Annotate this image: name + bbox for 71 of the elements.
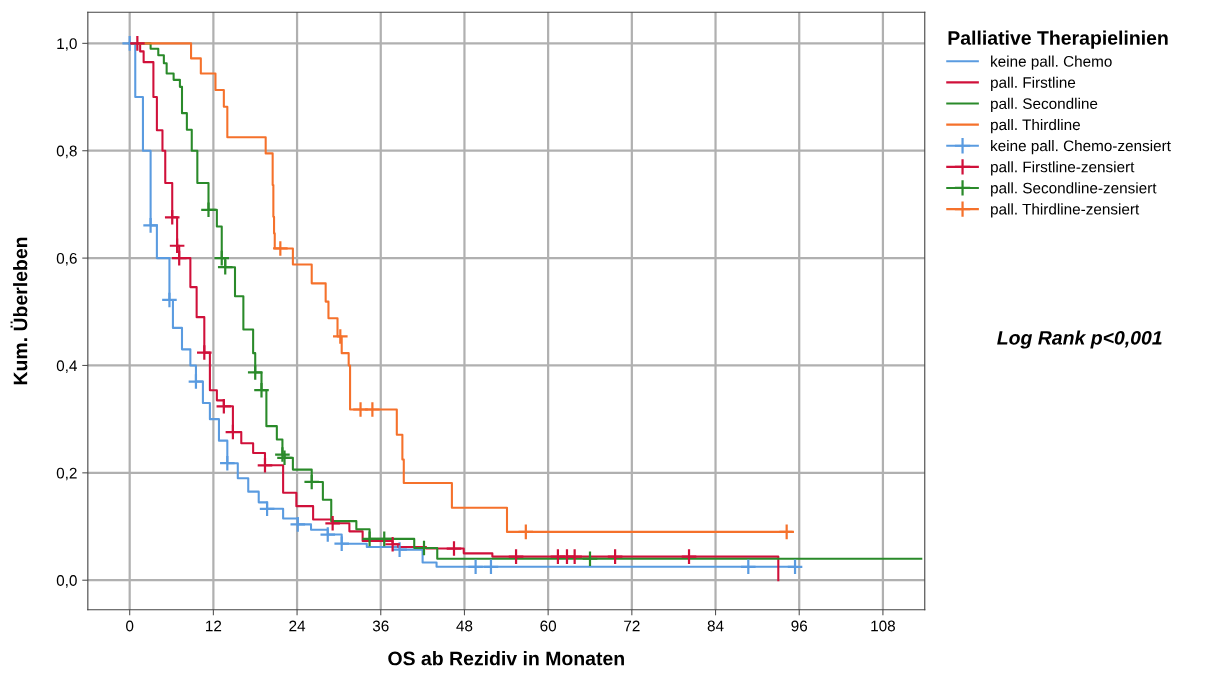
legend-label: pall. Firstline-zensiert bbox=[991, 161, 1135, 176]
text: Log Rank p<0,001 bbox=[997, 330, 1162, 349]
x-tick-label: 48 bbox=[456, 620, 473, 632]
y-tick-label: 0,4 bbox=[56, 360, 77, 373]
point bbox=[289, 515, 307, 533]
point bbox=[581, 550, 599, 568]
point bbox=[324, 514, 342, 532]
point bbox=[606, 548, 624, 565]
point bbox=[375, 530, 393, 548]
point bbox=[168, 237, 186, 255]
legend-label: keine pall. Chemo bbox=[991, 55, 1112, 70]
point bbox=[161, 291, 178, 309]
point bbox=[364, 401, 381, 418]
legend-label: pall. Secondline-zensiert bbox=[991, 182, 1157, 197]
point bbox=[467, 558, 485, 576]
legend-label: pall. Firstline bbox=[991, 76, 1076, 91]
point bbox=[778, 523, 796, 541]
point bbox=[566, 548, 584, 565]
y-tick-label: 0,0 bbox=[56, 575, 77, 588]
legend-label: pall. Thirdline-zensiert bbox=[991, 203, 1140, 218]
point bbox=[218, 454, 236, 472]
y-axis-title: Kum. Überleben bbox=[10, 237, 28, 385]
point bbox=[187, 373, 205, 390]
point bbox=[680, 548, 698, 565]
x-axis-title: OS ab Rezidiv in Monaten bbox=[388, 651, 624, 666]
point bbox=[163, 208, 181, 226]
point bbox=[361, 530, 378, 548]
point bbox=[142, 216, 159, 234]
point bbox=[200, 201, 217, 219]
point bbox=[507, 548, 525, 565]
point bbox=[517, 523, 535, 541]
point bbox=[482, 558, 500, 576]
point bbox=[224, 423, 242, 441]
legend-label: keine pall. Chemo-zensiert bbox=[991, 140, 1171, 155]
point bbox=[333, 535, 351, 553]
x-tick-label: 108 bbox=[871, 620, 895, 632]
point bbox=[786, 558, 804, 576]
point bbox=[391, 541, 408, 559]
x-tick-label: 24 bbox=[289, 620, 306, 632]
point bbox=[213, 249, 231, 267]
point bbox=[253, 381, 270, 399]
point bbox=[256, 456, 274, 474]
point bbox=[739, 558, 757, 576]
point bbox=[271, 240, 289, 257]
x-tick-label: 12 bbox=[206, 620, 222, 632]
point bbox=[445, 540, 463, 557]
point bbox=[303, 473, 321, 491]
point bbox=[276, 449, 293, 467]
y-tick-label: 0,6 bbox=[56, 252, 77, 266]
point bbox=[215, 397, 233, 415]
legend-title: Palliative Therapielinien bbox=[948, 30, 1168, 49]
y-tick-label: 1,0 bbox=[57, 38, 77, 51]
point bbox=[274, 446, 291, 463]
x-tick-label: 72 bbox=[624, 620, 640, 632]
point bbox=[170, 249, 188, 267]
point bbox=[331, 328, 349, 345]
x-tick-label: 84 bbox=[707, 620, 724, 632]
x-tick-label: 60 bbox=[540, 620, 557, 632]
x-tick-label: 36 bbox=[372, 620, 389, 632]
point bbox=[195, 344, 213, 361]
y-tick-label: 0,8 bbox=[56, 145, 77, 159]
point bbox=[384, 535, 402, 553]
legend-label: pall. Thirdline bbox=[991, 118, 1080, 134]
x-tick-label: 96 bbox=[791, 620, 808, 632]
x-tick-label: 0 bbox=[126, 620, 134, 632]
y-tick-label: 0,2 bbox=[56, 467, 77, 481]
point bbox=[216, 258, 234, 276]
point bbox=[258, 500, 276, 518]
legend-label: pall. Secondline bbox=[991, 97, 1098, 113]
point bbox=[246, 364, 264, 381]
point bbox=[319, 526, 337, 543]
